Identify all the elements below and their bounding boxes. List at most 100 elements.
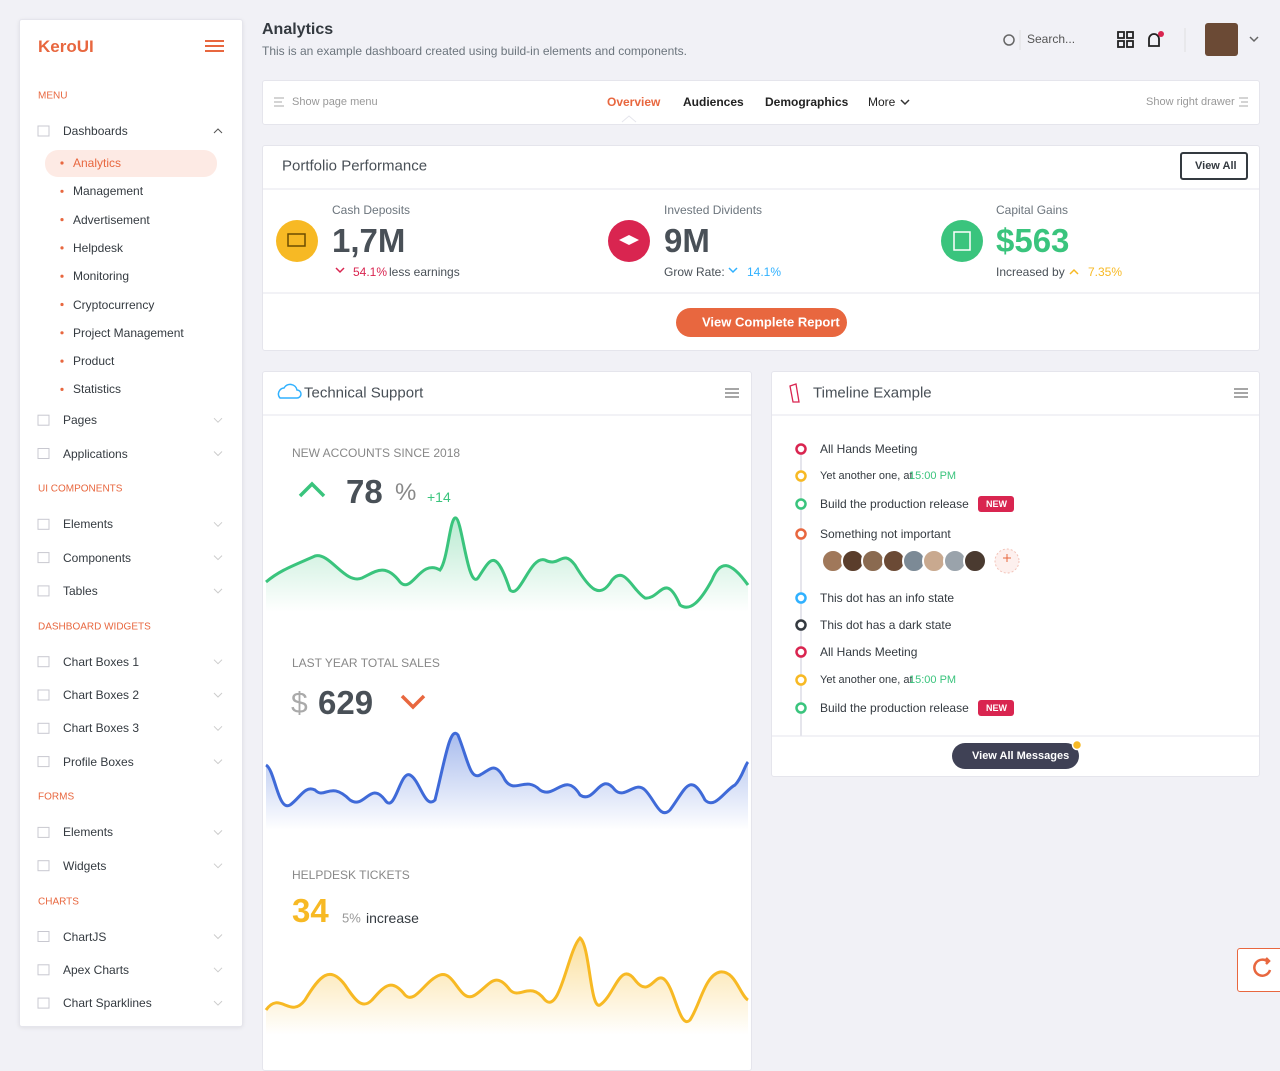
menu-caret [213,692,223,698]
sparkline-area [266,517,748,612]
menu-item[interactable]: Chart Boxes 1 [63,654,140,669]
button-label[interactable]: View All [1195,160,1237,172]
menu-caret [213,659,223,665]
portfolio-card [262,145,1260,351]
tab[interactable]: Audiences [683,95,744,109]
menu-caret [213,967,223,973]
view-all-button[interactable] [1180,152,1248,180]
menu-caret [213,521,223,528]
menu-item[interactable]: Chart Boxes 2 [63,688,140,702]
menu-item[interactable]: Profile Boxes [63,754,134,769]
card-title: Portfolio Performance [282,157,428,175]
down-arrow [335,267,345,274]
submenu-item[interactable]: Statistics [73,382,122,397]
support-card [262,371,752,1071]
event-text: This dot has a dark state [820,618,952,632]
section-heading: CHARTS [38,896,79,907]
button-label[interactable]: View Complete Report [702,314,840,330]
menu-icon [37,585,50,597]
user-caret[interactable] [1249,36,1259,43]
user-avatar[interactable] [1205,23,1238,56]
refresh-button[interactable] [1237,948,1280,992]
stat-change: 7.35% [1088,265,1123,279]
search-box[interactable]: Search... [1027,32,1076,46]
menu-item[interactable]: Elements [63,825,114,840]
tab[interactable]: Demographics [765,95,849,109]
menu-caret [213,588,223,594]
event-text: Yet another one, at [820,470,913,482]
stat-change: 14.1% [747,265,782,279]
bullet [60,161,64,165]
more-caret[interactable] [900,99,910,106]
menu-item[interactable]: Components [63,550,132,565]
card-title: Timeline Example [813,384,932,402]
menu-caret [213,451,223,457]
menu-icon [37,656,50,668]
menu-item[interactable]: Tables [63,583,98,598]
sidebar [19,19,243,1027]
button-label[interactable]: View All Messages [972,750,1070,762]
menu-item[interactable]: Pages [63,413,98,428]
submenu-item[interactable]: Monitoring [73,269,130,284]
section-heading: DASHBOARD WIDGETS [38,621,151,633]
menu-item[interactable]: Elements [63,517,114,532]
page-menu-toggle[interactable]: Show page menu [292,96,378,108]
event-text: This dot has an info state [820,591,955,605]
sparkline-area [266,733,748,830]
event-time: 15:00 PM [909,674,957,686]
block-delta: +14 [427,489,451,505]
menu-item[interactable]: Applications [63,446,128,461]
menu-caret [213,555,223,561]
menu-icon [37,722,50,734]
menu-item[interactable]: Chart Sparklines [63,996,152,1011]
stat-prefix: Increased by [996,265,1065,279]
submenu-item[interactable]: Project Management [73,325,184,340]
bullet [60,189,64,193]
down-chevron [400,694,426,710]
submenu-item[interactable]: Helpdesk [73,240,124,255]
sparkline [264,936,750,1024]
search-icon[interactable] [1003,34,1015,46]
submenu-item[interactable]: Management [73,184,144,199]
submenu-item[interactable]: Advertisement [73,212,150,227]
messages-button[interactable] [952,743,1079,769]
block-unit: $ [291,687,308,720]
block-value: 78 [346,473,383,510]
menu-item[interactable]: Widgets [63,858,107,873]
menu-item[interactable]: Apex Charts [63,962,130,977]
up-arrow [1069,268,1079,275]
badge-label: NEW [986,703,1007,713]
stat-label: Capital Gains [996,203,1069,217]
menu-caret [213,417,223,423]
stat-change: 54.1% [353,265,388,279]
bell-icon[interactable] [1148,33,1160,47]
report-button[interactable] [676,308,847,337]
hamburger[interactable] [205,40,224,52]
stat-value: $563 [996,222,1070,259]
block-value: 34 [292,892,329,929]
tab[interactable]: Overview [607,95,661,109]
tab[interactable]: More [868,95,896,109]
stat-prefix: Grow Rate: [664,265,725,279]
block-label: LAST YEAR TOTAL SALES [292,656,440,670]
bullet [60,331,64,335]
menu-item[interactable]: Dashboards [63,124,128,138]
submenu-item[interactable]: Product [73,354,115,369]
stat-note: less earnings [389,265,460,279]
menu-caret [213,830,223,836]
menu-icon [37,414,50,426]
refresh-icon[interactable] [1253,957,1272,977]
submenu-item[interactable]: Cryptocurrency [73,297,155,312]
event-text: Build the production release [820,497,969,511]
menu-icon [37,826,50,838]
menu-item[interactable]: Chart Boxes 3 [63,721,140,736]
timeline-dot [795,702,807,714]
event-time: 15:00 PM [909,470,957,482]
submenu-item[interactable]: Analytics [73,156,122,170]
timeline-dot [795,470,807,482]
menu-item[interactable]: ChartJS [63,929,107,944]
drawer-toggle[interactable]: Show right drawer [1146,96,1235,108]
grid-icon[interactable] [1117,31,1134,48]
card-menu[interactable] [725,388,1248,398]
